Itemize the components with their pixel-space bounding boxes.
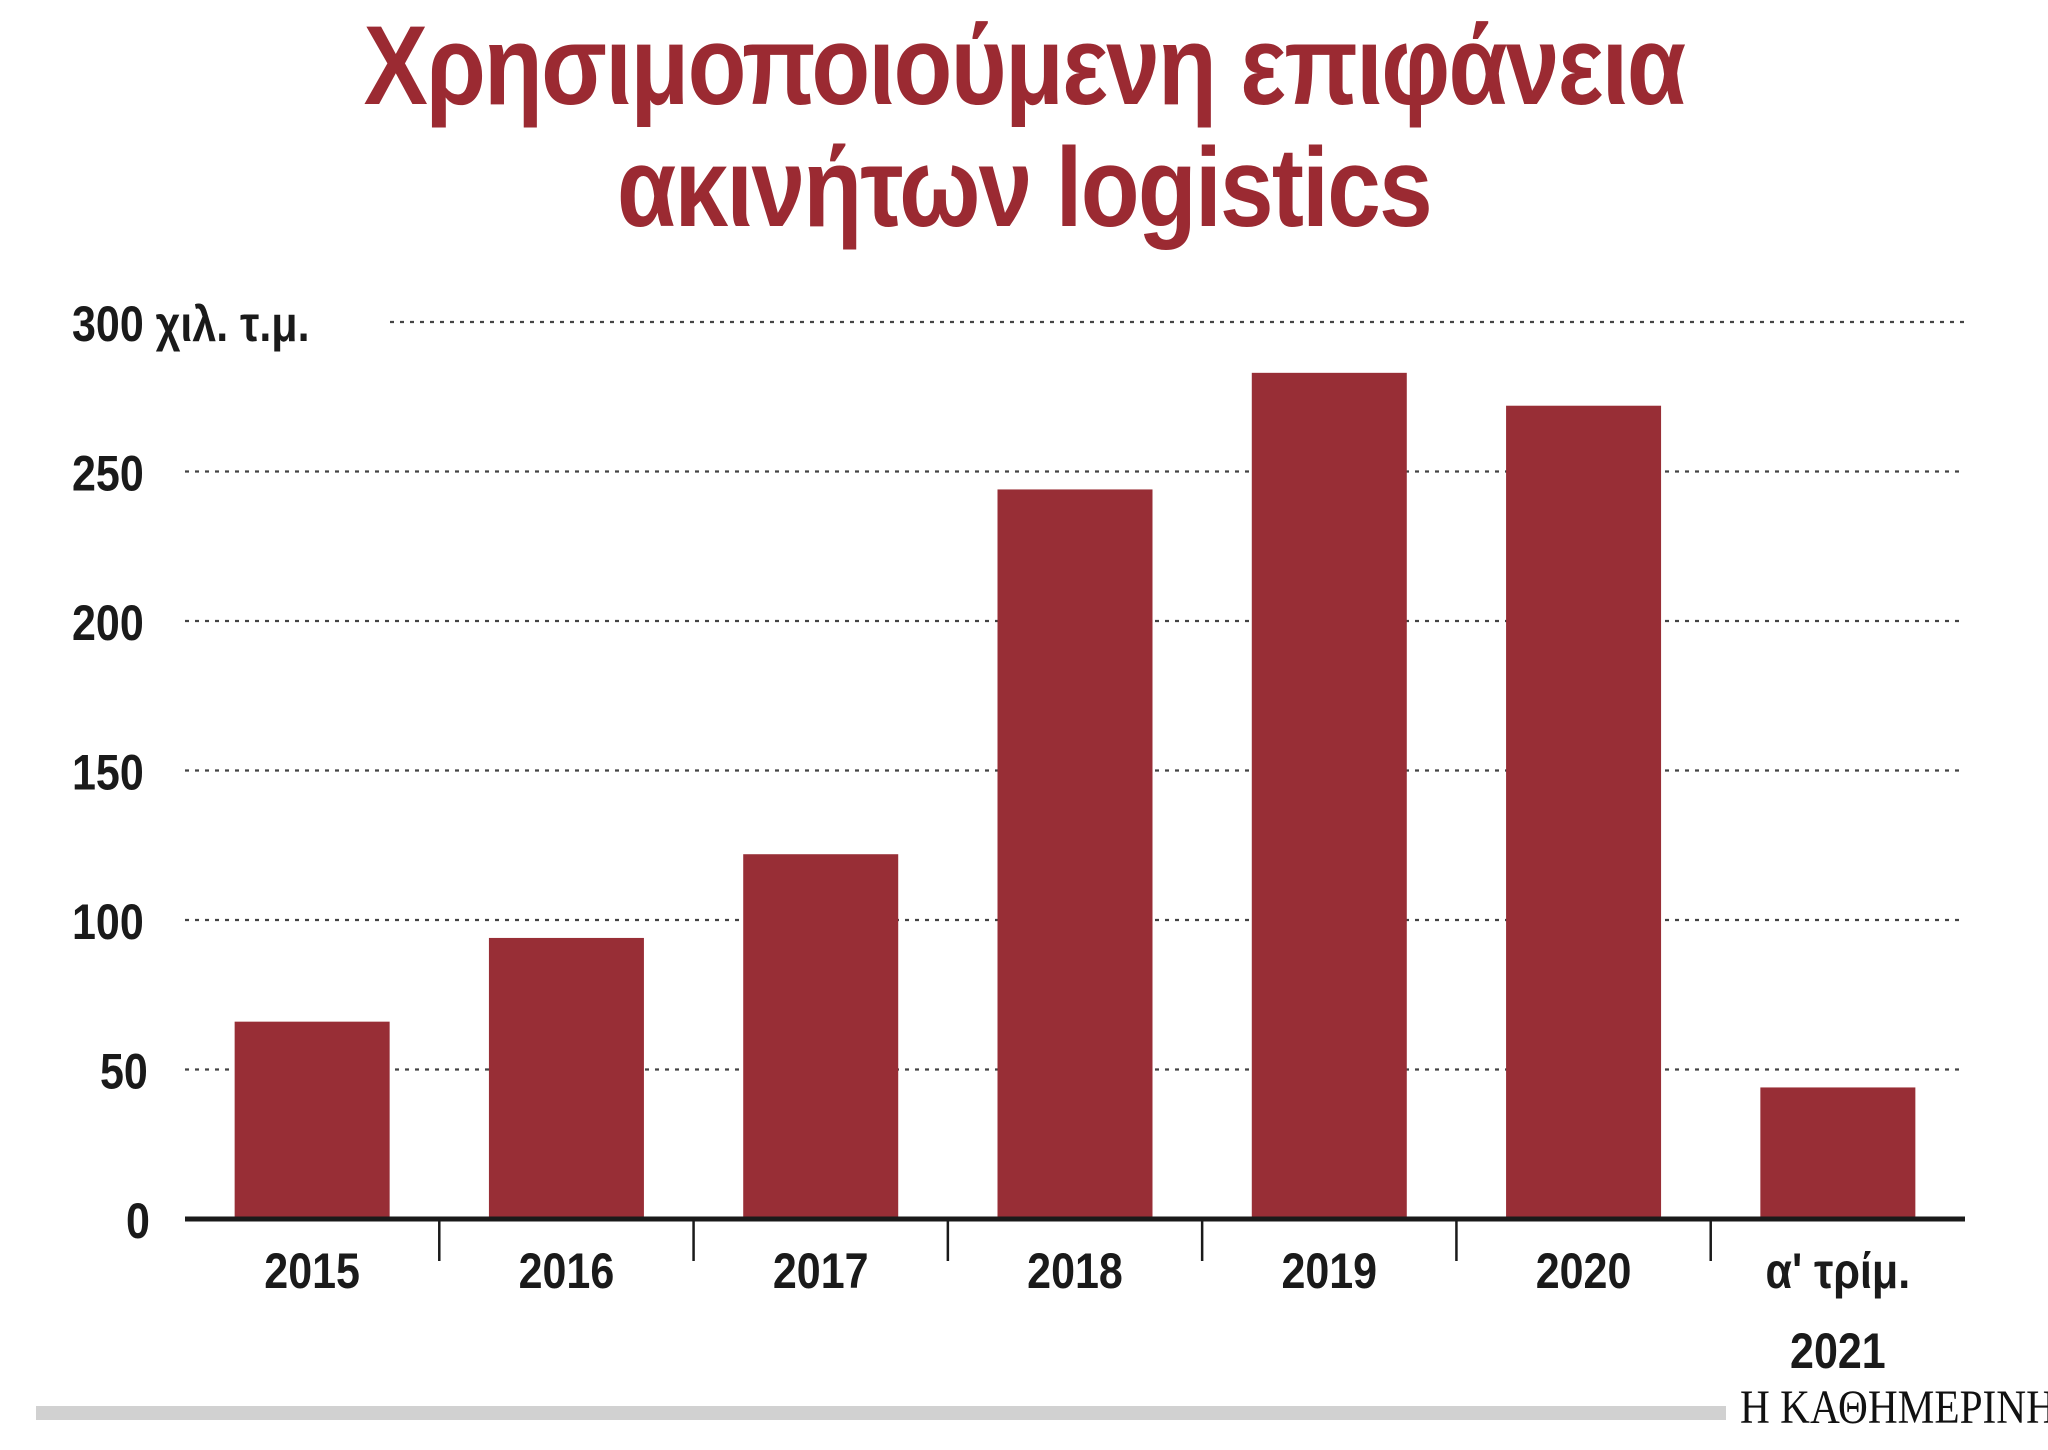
y-tick-label: 250 bbox=[72, 445, 144, 501]
source-rule bbox=[36, 1406, 1726, 1420]
x-tick-label: α' τρίμ. bbox=[1766, 1243, 1911, 1299]
bar bbox=[488, 937, 644, 1219]
x-tick-label: 2020 bbox=[1536, 1243, 1632, 1299]
x-tick-label: 2015 bbox=[264, 1243, 360, 1299]
x-axis bbox=[185, 1216, 1965, 1261]
bar bbox=[1760, 1087, 1916, 1219]
y-tick-label: 100 bbox=[72, 894, 144, 950]
y-tick-label: 150 bbox=[72, 744, 144, 800]
y-tick-label: 0 bbox=[126, 1193, 150, 1249]
chart-title-line-2: ακινήτων logistics bbox=[617, 125, 1433, 250]
bars bbox=[234, 372, 1916, 1220]
bar bbox=[234, 1021, 390, 1219]
y-tick-label: 300 χιλ. τ.μ. bbox=[72, 296, 310, 352]
x-tick-label: 2017 bbox=[773, 1243, 869, 1299]
y-tick-labels: 0 50 100 150 200 250 300 χιλ. τ.μ. bbox=[72, 296, 310, 1249]
y-tick-label: 50 bbox=[100, 1043, 148, 1099]
bar bbox=[1506, 405, 1662, 1220]
x-tick-label: 2016 bbox=[519, 1243, 615, 1299]
x-tick-labels: 2015 2016 2017 2018 2019 2020 α' τρίμ. 2021 bbox=[264, 1243, 1910, 1379]
bar bbox=[997, 489, 1153, 1219]
x-tick-label: 2019 bbox=[1281, 1243, 1377, 1299]
x-tick-label: 2021 bbox=[1790, 1323, 1886, 1379]
chart-title-line-1: Χρησιμοποιούμενη επιφάνεια bbox=[363, 3, 1686, 128]
bar bbox=[1251, 372, 1407, 1220]
x-tick-label: 2018 bbox=[1027, 1243, 1123, 1299]
source-logo: Η ΚΑΘΗΜΕΡΙΝΗ bbox=[1740, 1381, 2048, 1434]
y-tick-label: 200 bbox=[72, 595, 144, 651]
bar bbox=[743, 854, 899, 1219]
